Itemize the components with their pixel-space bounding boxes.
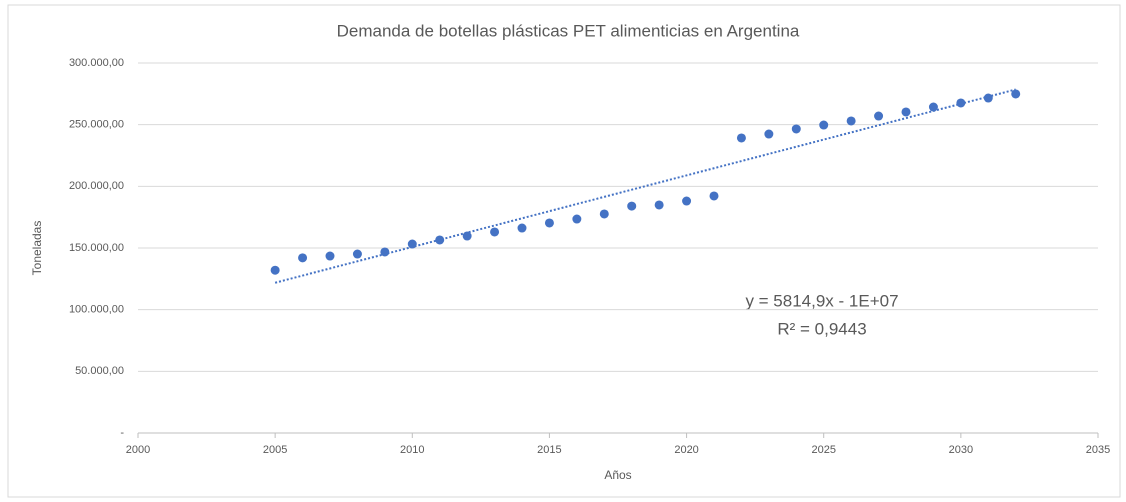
data-point — [544, 218, 554, 228]
data-point — [352, 249, 362, 259]
data-point — [325, 251, 335, 261]
data-point — [928, 102, 938, 112]
x-tick-label: 2015 — [537, 444, 561, 456]
data-point — [572, 214, 582, 224]
data-point — [819, 120, 829, 130]
data-point — [298, 253, 308, 263]
chart-frame — [7, 4, 1121, 498]
y-tick-label: 200.000,00 — [69, 180, 124, 192]
data-point — [682, 196, 692, 206]
data-point — [901, 107, 911, 117]
data-point — [791, 124, 801, 134]
data-point — [1011, 89, 1021, 99]
data-point — [517, 223, 527, 233]
y-tick-label: 300.000,00 — [69, 57, 124, 69]
y-tick-label: 100.000,00 — [69, 304, 124, 316]
data-point — [983, 93, 993, 103]
y-tick-label: - — [120, 427, 124, 439]
data-point — [736, 133, 746, 143]
chart-title: Demanda de botellas plásticas PET alimen… — [337, 21, 800, 40]
data-point — [435, 235, 445, 245]
data-point — [654, 200, 664, 210]
y-tick-label: 150.000,00 — [69, 242, 124, 254]
data-point — [874, 111, 884, 121]
data-point — [270, 265, 280, 275]
x-tick-label: 2020 — [674, 444, 698, 456]
trendline — [274, 88, 1016, 284]
x-tick-label: 2005 — [263, 444, 287, 456]
y-axis-label: Toneladas — [30, 221, 44, 276]
data-point — [764, 129, 774, 139]
x-tick-label: 2025 — [811, 444, 835, 456]
data-point — [956, 98, 966, 108]
data-point — [846, 116, 856, 126]
trendline-equation: y = 5814,9x - 1E+07 — [745, 291, 898, 310]
x-tick-label: 2030 — [949, 444, 973, 456]
data-point — [709, 191, 719, 201]
y-tick-label: 50.000,00 — [75, 365, 124, 377]
data-point — [380, 247, 390, 257]
y-tick-label: 250.000,00 — [69, 119, 124, 131]
x-tick-label: 2035 — [1086, 444, 1110, 456]
data-point — [462, 231, 472, 241]
data-point — [599, 209, 609, 219]
x-tick-label: 2000 — [126, 444, 150, 456]
r-squared: R² = 0,9443 — [777, 319, 866, 338]
x-axis-label: Años — [604, 468, 631, 482]
x-tick-label: 2010 — [400, 444, 424, 456]
data-point — [490, 227, 500, 237]
data-point — [407, 239, 417, 249]
data-point — [627, 201, 637, 211]
